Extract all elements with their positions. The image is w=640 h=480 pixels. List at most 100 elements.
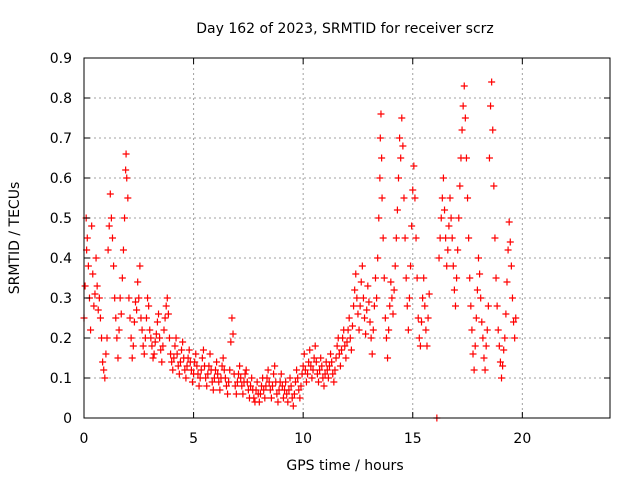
data-point <box>499 362 507 370</box>
data-point <box>375 214 383 222</box>
data-point <box>266 386 274 394</box>
data-point <box>445 222 453 230</box>
data-point <box>456 182 464 190</box>
data-point <box>344 326 352 334</box>
data-point <box>512 314 520 322</box>
data-point <box>345 314 353 322</box>
data-point <box>453 274 461 282</box>
data-point <box>150 350 158 358</box>
data-point <box>135 294 143 302</box>
data-point <box>148 342 156 350</box>
data-point <box>104 246 112 254</box>
data-point <box>351 286 359 294</box>
data-point <box>378 194 386 202</box>
data-point <box>155 310 163 318</box>
data-point <box>208 378 216 386</box>
data-point <box>89 270 97 278</box>
data-point <box>329 370 337 378</box>
data-point <box>382 334 390 342</box>
data-point <box>378 154 386 162</box>
data-point <box>380 274 388 282</box>
data-point <box>187 366 195 374</box>
data-point <box>405 294 413 302</box>
data-point <box>363 306 371 314</box>
data-point <box>134 278 142 286</box>
y-tick-label: 0 <box>63 411 72 427</box>
data-point <box>500 346 508 354</box>
data-point <box>469 350 477 358</box>
data-point <box>235 370 243 378</box>
data-point <box>302 378 310 386</box>
data-point <box>367 334 375 342</box>
data-point <box>163 294 171 302</box>
data-point <box>312 358 320 366</box>
data-point <box>209 386 217 394</box>
data-point <box>156 334 164 342</box>
data-point <box>158 358 166 366</box>
data-point <box>330 378 338 386</box>
data-point <box>361 314 369 322</box>
data-point <box>182 374 190 382</box>
data-point <box>212 366 219 374</box>
data-point <box>356 302 364 310</box>
data-point <box>415 334 423 342</box>
data-point <box>496 358 504 366</box>
data-point <box>338 346 346 354</box>
data-point <box>238 382 246 390</box>
data-point <box>92 254 100 262</box>
data-point <box>506 238 514 246</box>
data-point <box>197 366 205 374</box>
data-point <box>267 394 275 402</box>
data-point <box>287 382 295 390</box>
data-point <box>451 302 459 310</box>
data-point <box>448 234 456 242</box>
data-point <box>490 182 498 190</box>
data-point <box>462 154 470 162</box>
data-point <box>161 314 169 322</box>
data-point <box>90 302 98 310</box>
data-point <box>390 286 398 294</box>
data-point <box>288 394 296 402</box>
data-point <box>237 374 245 382</box>
data-point <box>487 102 495 110</box>
data-point <box>173 350 181 358</box>
axes: 0 0.1 0.2 0.3 0.4 0.5 0.6 0.7 0.8 0.9 0 5 10 15 20 <box>50 51 611 447</box>
data-point <box>386 302 394 310</box>
data-point <box>243 378 251 386</box>
data-point <box>226 366 234 374</box>
data-point <box>195 382 203 390</box>
data-point <box>239 390 247 398</box>
data-point <box>264 366 272 374</box>
data-point <box>112 314 120 322</box>
data-point <box>233 378 241 386</box>
data-point <box>93 282 101 290</box>
data-point <box>115 326 123 334</box>
data-point <box>454 246 462 254</box>
x-tick-label: 20 <box>513 431 531 447</box>
data-point <box>252 386 260 394</box>
data-point <box>199 346 207 354</box>
grid-lines <box>84 58 610 418</box>
data-point <box>222 382 230 390</box>
data-point <box>439 174 447 182</box>
data-point <box>411 194 419 202</box>
data-point <box>108 234 116 242</box>
data-point <box>403 302 411 310</box>
data-point <box>140 350 148 358</box>
data-point <box>408 222 416 230</box>
data-point <box>133 306 141 314</box>
data-point <box>467 302 475 310</box>
data-point <box>384 354 392 362</box>
data-point <box>339 334 347 342</box>
data-point <box>255 398 263 406</box>
data-point <box>227 338 235 346</box>
data-point <box>206 350 214 358</box>
data-point <box>495 342 503 350</box>
data-point <box>293 366 301 374</box>
data-point <box>121 214 129 222</box>
data-point <box>167 350 175 358</box>
data-point <box>388 294 396 302</box>
data-point <box>216 386 224 394</box>
data-point <box>130 318 138 326</box>
